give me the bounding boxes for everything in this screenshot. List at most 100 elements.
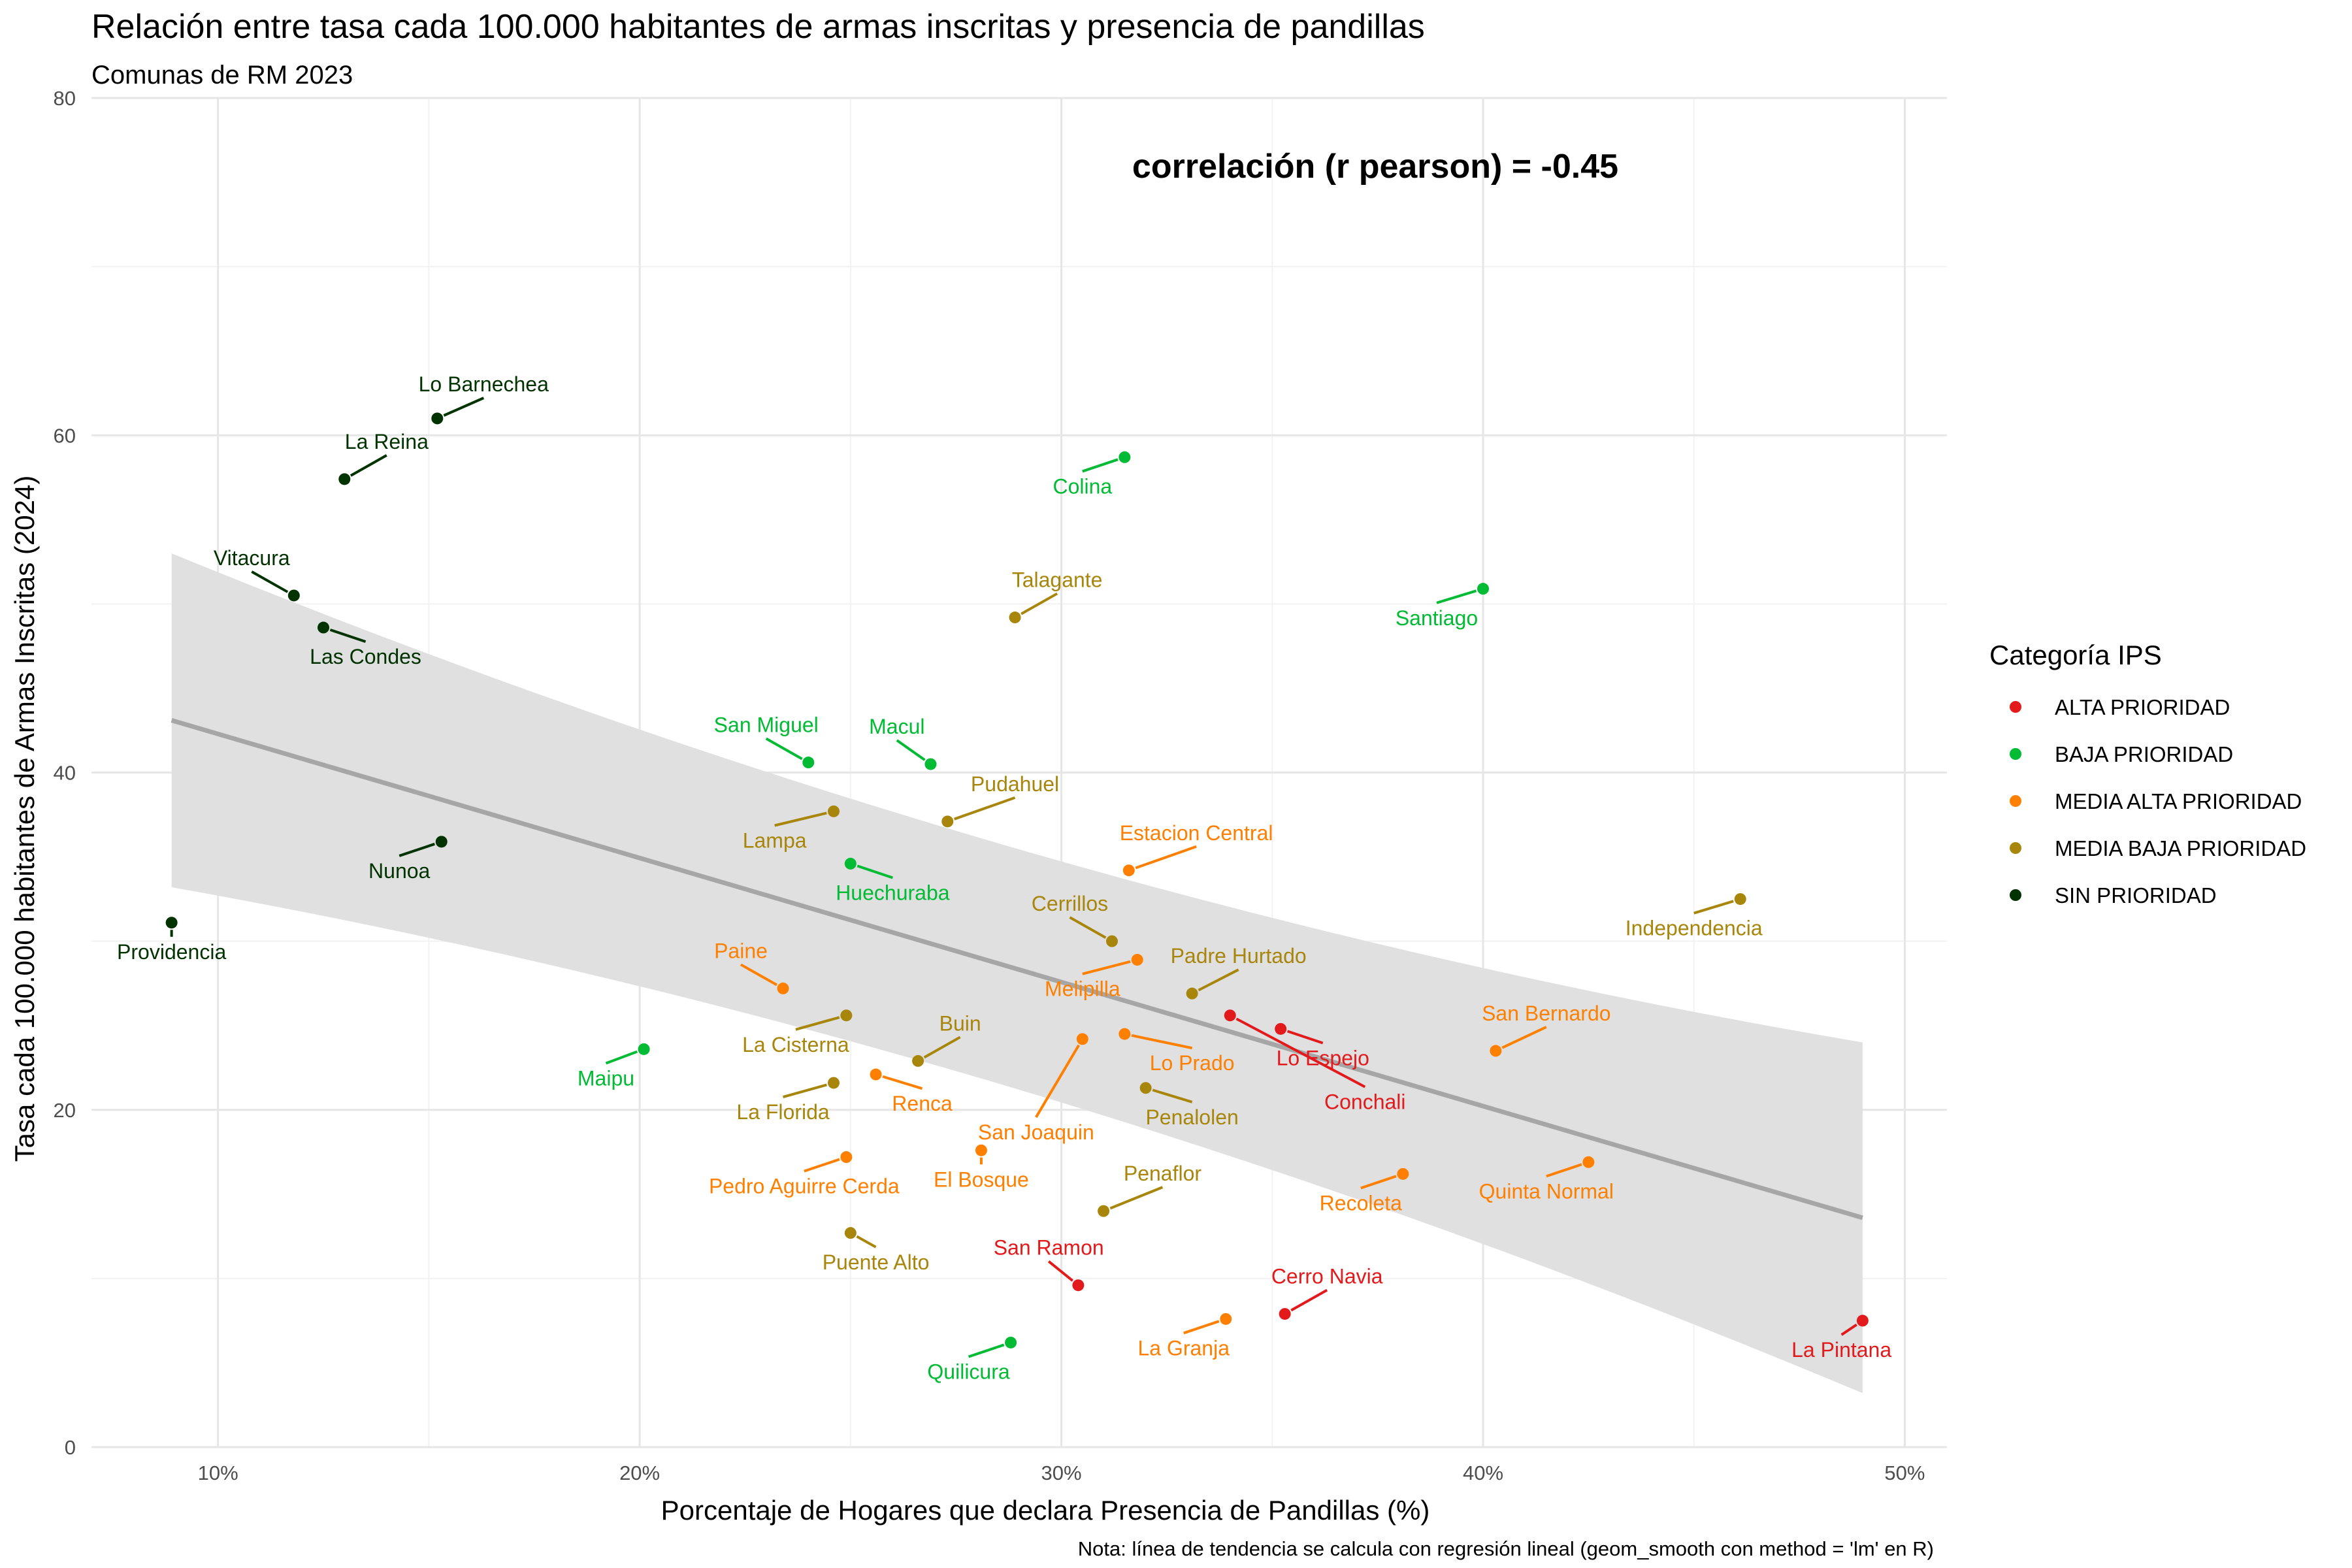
data-label: La Cisterna [742, 1033, 849, 1056]
data-label: Las Condes [310, 645, 421, 668]
data-point [1477, 583, 1489, 595]
data-point [870, 1068, 882, 1081]
data-point [840, 1151, 853, 1164]
x-tick-label: 20% [619, 1462, 660, 1484]
data-label: Lo Barnechea [419, 372, 549, 396]
legend-label: BAJA PRIORIDAD [2055, 742, 2233, 766]
data-label: Puente Alto [823, 1250, 930, 1274]
data-label: Penalolen [1145, 1105, 1238, 1129]
label-leader-line [1183, 1320, 1220, 1335]
label-leader-line [1109, 1186, 1164, 1210]
label-leader-line [350, 454, 387, 477]
label-leader-line [795, 1016, 840, 1031]
label-leader-line [329, 629, 367, 644]
data-point [828, 1077, 840, 1089]
label-leader-line [1131, 1034, 1193, 1050]
data-point [318, 621, 329, 634]
data-label: Talagante [1012, 568, 1103, 592]
data-point [912, 1054, 924, 1067]
data-label: Santiago [1396, 606, 1478, 630]
label-leader-line [1693, 900, 1734, 915]
label-leader-line [1546, 1163, 1582, 1178]
data-point [1856, 1315, 1869, 1327]
data-label: Maipu [578, 1066, 634, 1090]
legend-key [2010, 842, 2021, 854]
label-leader-line [1082, 458, 1119, 473]
data-point [941, 815, 954, 828]
data-label: Pedro Aguirre Cerda [709, 1175, 900, 1198]
y-tick-label: 60 [54, 424, 76, 447]
data-label: Nunoa [368, 859, 431, 883]
legend-label: ALTA PRIORIDAD [2055, 695, 2230, 719]
data-label: Quilicura [927, 1360, 1009, 1384]
data-point [1397, 1168, 1409, 1180]
data-point [1490, 1045, 1502, 1057]
data-point [638, 1043, 650, 1055]
label-leader-line [1047, 1260, 1074, 1282]
data-point [1098, 1205, 1110, 1217]
data-label: Vitacura [214, 546, 290, 570]
legend-label: SIN PRIORIDAD [2055, 883, 2217, 907]
label-leader-line [1840, 1323, 1857, 1336]
trend-line-group [171, 718, 1863, 1220]
data-label: Lo Prado [1150, 1051, 1235, 1075]
label-leader-line [1198, 968, 1239, 992]
data-point [1076, 1033, 1088, 1045]
data-point [1005, 1336, 1017, 1348]
legend-key [2010, 748, 2021, 760]
data-label: Lo Espejo [1277, 1046, 1369, 1070]
confidence-band-area [171, 553, 1863, 1394]
data-point [338, 473, 351, 485]
data-label: San Miguel [714, 713, 819, 737]
label-leader-line [774, 811, 827, 827]
x-tick-label: 40% [1463, 1462, 1503, 1484]
data-label: Melipilla [1045, 977, 1120, 1001]
plot-grid [91, 97, 1947, 1448]
label-leader-line [1360, 1175, 1397, 1190]
data-label: Cerrillos [1032, 892, 1108, 915]
data-label: La Reina [345, 430, 429, 453]
data-point [1279, 1308, 1291, 1320]
label-leader-line [857, 864, 893, 879]
data-point [1220, 1313, 1232, 1325]
chart-title: Relación entre tasa cada 100.000 habitan… [91, 8, 1425, 46]
data-label: El Bosque [934, 1168, 1029, 1191]
data-label: San Joaquin [978, 1120, 1094, 1144]
label-leader-line [1436, 589, 1477, 604]
data-label: Colina [1053, 474, 1112, 498]
y-axis-title: Tasa cada 100.000 habitantes de Armas In… [9, 476, 40, 1162]
legend-items: ALTA PRIORIDAD BAJA PRIORIDAD MEDIA ALTA P… [2010, 695, 2306, 907]
legend-label: MEDIA BAJA PRIORIDAD [2055, 836, 2306, 860]
data-label: San Ramon [994, 1236, 1104, 1260]
chart-note: Nota: línea de tendencia se calcula con … [1078, 1537, 1934, 1560]
data-point [435, 836, 448, 848]
data-point [1106, 935, 1118, 947]
data-label: Buin [939, 1011, 981, 1035]
data-label: San Bernardo [1482, 1002, 1610, 1025]
y-tick-label: 80 [54, 87, 76, 110]
label-leader-line [1235, 1017, 1366, 1088]
data-label: La Pintana [1791, 1338, 1891, 1362]
label-leader-line [1286, 1030, 1324, 1045]
data-label: Huechuraba [836, 881, 950, 905]
data-point [828, 805, 840, 817]
data-label: Padre Hurtado [1171, 944, 1307, 968]
data-point [1186, 987, 1198, 1000]
legend-title: Categoría IPS [1989, 640, 2162, 670]
data-point [1582, 1156, 1595, 1168]
label-leader-line [443, 397, 485, 417]
data-label: Macul [869, 715, 924, 738]
data-point [844, 1227, 857, 1239]
y-tick-label: 20 [54, 1099, 76, 1122]
label-leader-line [1501, 1026, 1547, 1049]
label-leader-line [1021, 592, 1058, 615]
y-tick-labels: 0 20 40 60 80 [54, 87, 76, 1459]
legend: Categoría IPS ALTA PRIORIDAD BAJA PRIORID… [1989, 640, 2306, 907]
x-axis-title: Porcentaje de Hogares que declara Presen… [661, 1495, 1430, 1526]
data-label: Conchali [1324, 1090, 1406, 1114]
data-point [802, 757, 815, 769]
trend-line [171, 718, 1863, 1220]
legend-key [2010, 701, 2021, 713]
data-point [1119, 451, 1131, 463]
y-tick-label: 40 [54, 762, 76, 785]
